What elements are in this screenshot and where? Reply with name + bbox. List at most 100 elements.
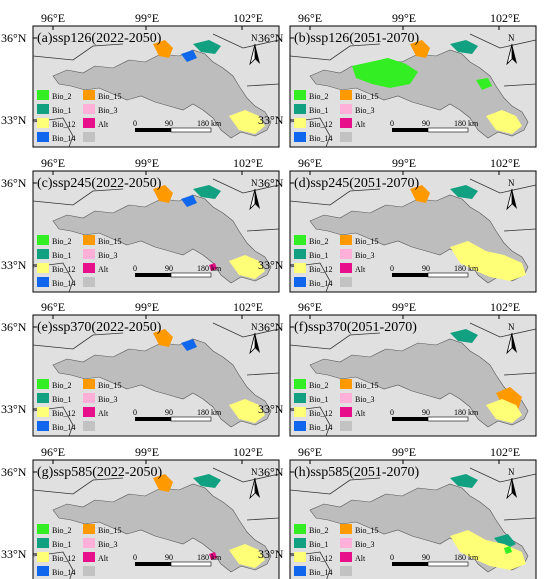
legend-label: Alt xyxy=(98,120,109,129)
scale-bar: 0 90 180 km xyxy=(390,553,479,567)
basin-area xyxy=(309,338,529,428)
longitude-label: 99°E xyxy=(392,445,416,459)
legend-label: Bio_1 xyxy=(52,395,72,404)
legend-label: Bio_15 xyxy=(98,381,122,390)
latitude-label: 36°N xyxy=(1,465,27,479)
dominant-factor-patch-bio_15 xyxy=(153,474,173,492)
legend-swatch-none xyxy=(340,421,352,431)
scale-label: 90 xyxy=(165,408,173,417)
legend-label: Bio_1 xyxy=(52,540,72,549)
legend-label: Bio_3 xyxy=(355,540,375,549)
legend-label: Bio_14 xyxy=(52,134,76,143)
legend: Bio_2 Bio_15 Bio_1 Bio_3 Bio_12 Alt Bio_14 xyxy=(294,379,379,432)
scale-label: 180 km xyxy=(197,264,222,273)
scale-label: 180 km xyxy=(454,553,479,562)
legend-swatch-none xyxy=(83,132,95,142)
panel-title: (g)ssp585(2022-2050) xyxy=(37,465,163,480)
longitude-label: 102°E xyxy=(233,300,263,314)
dominant-factor-patch-bio_2 xyxy=(476,78,492,90)
legend-label: Bio_1 xyxy=(309,106,329,115)
legend-label: Bio_12 xyxy=(309,409,333,418)
scale-bar: 0 90 180 km xyxy=(133,264,222,278)
legend-swatch-bio_2 xyxy=(37,90,49,100)
legend-swatch-alt xyxy=(340,407,352,417)
legend-label: Alt xyxy=(98,554,109,563)
legend-label: Alt xyxy=(355,554,366,563)
basin-area xyxy=(52,483,272,573)
scale-bar: 0 90 180 km xyxy=(133,408,222,422)
legend-swatch-bio_14 xyxy=(294,421,306,431)
legend-swatch-none xyxy=(340,277,352,287)
scale-bar: 0 90 180 km xyxy=(390,264,479,278)
legend: Bio_2 Bio_15 Bio_1 Bio_3 Bio_12 Alt Bio_14 xyxy=(37,379,122,432)
north-arrow-icon: N xyxy=(249,322,260,355)
province-boundaries xyxy=(32,467,280,579)
scale-label: 0 xyxy=(390,553,394,562)
north-arrow-icon: N xyxy=(506,322,517,355)
legend-label: Alt xyxy=(98,265,109,274)
legend-label: Bio_14 xyxy=(309,134,333,143)
legend-swatch-bio_3 xyxy=(340,104,352,114)
scale-label: 0 xyxy=(133,408,137,417)
legend-label: Alt xyxy=(355,409,366,418)
scale-bar: 0 90 180 km xyxy=(133,553,222,567)
north-label: N xyxy=(251,178,258,188)
legend-label: Bio_3 xyxy=(98,251,118,260)
dominant-factor-patch-bio_2 xyxy=(352,58,418,88)
scale-label: 0 xyxy=(390,119,394,128)
longitude-label: 96°E xyxy=(41,445,65,459)
legend-label: Bio_2 xyxy=(52,237,72,246)
province-boundaries xyxy=(289,322,537,437)
longitude-label: 102°E xyxy=(490,11,520,25)
province-boundaries xyxy=(32,322,280,437)
legend-swatch-bio_2 xyxy=(37,524,49,534)
panel-title: (b)ssp126(2051-2070) xyxy=(294,31,420,46)
scale-label: 180 km xyxy=(197,119,222,128)
longitude-label: 96°E xyxy=(41,300,65,314)
north-label: N xyxy=(251,322,258,332)
legend-swatch-bio_1 xyxy=(294,249,306,259)
legend-label: Bio_15 xyxy=(98,237,122,246)
scale-label: 0 xyxy=(133,119,137,128)
north-label: N xyxy=(508,33,515,43)
legend-swatch-bio_2 xyxy=(294,524,306,534)
basin-area xyxy=(52,338,272,428)
dominant-factor-patch-bio_14 xyxy=(181,50,197,62)
panel-title: (d)ssp245(2051-2070) xyxy=(294,176,420,191)
legend-swatch-bio_1 xyxy=(37,249,49,259)
dominant-factor-patch-bio_12 xyxy=(229,255,265,279)
legend-label: Bio_3 xyxy=(98,106,118,115)
dominant-factor-patch-bio_1 xyxy=(450,329,478,343)
legend-swatch-bio_12 xyxy=(37,407,49,417)
dominant-factor-patch-alt xyxy=(209,263,217,271)
legend-label: Bio_3 xyxy=(98,540,118,549)
legend-label: Bio_14 xyxy=(52,279,76,288)
scale-label: 180 km xyxy=(197,553,222,562)
legend-swatch-bio_12 xyxy=(37,552,49,562)
legend-label: Bio_15 xyxy=(355,92,379,101)
legend: Bio_2 Bio_15 Bio_1 Bio_3 Bio_12 Alt Bio_14 xyxy=(294,524,379,577)
north-arrow-icon: N xyxy=(506,33,517,66)
dominant-factor-patch-bio_15 xyxy=(410,40,430,58)
legend-swatch-bio_15 xyxy=(340,90,352,100)
panel-title: (a)ssp126(2022-2050) xyxy=(37,31,162,46)
scale-label: 0 xyxy=(133,264,137,273)
legend-swatch-bio_15 xyxy=(83,90,95,100)
legend-swatch-alt xyxy=(83,263,95,273)
legend-label: Bio_1 xyxy=(52,106,72,115)
latitude-label: 36°N xyxy=(258,176,284,190)
legend-swatch-bio_3 xyxy=(340,393,352,403)
legend-label: Bio_2 xyxy=(309,237,329,246)
longitude-label: 96°E xyxy=(298,11,322,25)
scale-label: 90 xyxy=(165,119,173,128)
scale-label: 180 km xyxy=(197,408,222,417)
legend-swatch-none xyxy=(83,421,95,431)
panel-title: (h)ssp585(2051-2070) xyxy=(294,465,420,480)
province-boundaries xyxy=(32,33,280,148)
north-label: N xyxy=(508,467,515,477)
dominant-factor-patch-bio_14 xyxy=(181,339,197,351)
legend-label: Bio_12 xyxy=(52,409,76,418)
longitude-label: 102°E xyxy=(490,445,520,459)
